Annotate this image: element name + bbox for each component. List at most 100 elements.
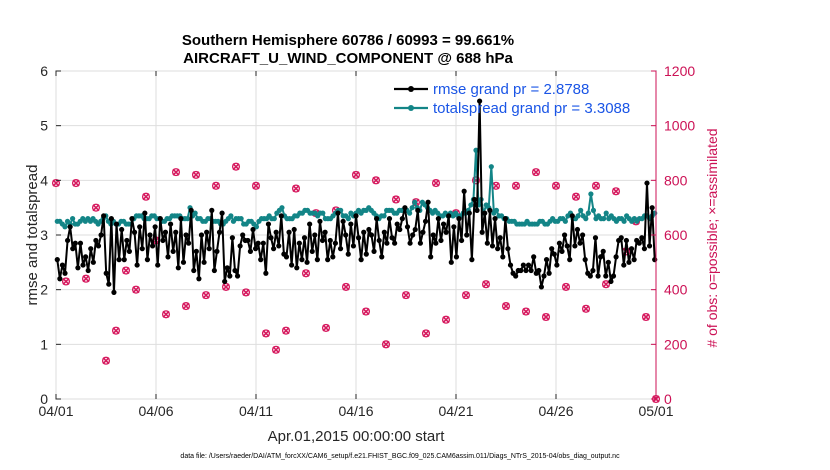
rmse-point [525,262,532,268]
rmse-point [273,229,279,235]
obs-possible-marker [101,356,111,365]
rmse-point [180,259,187,265]
totalspread-point [621,218,627,224]
rmse-point [95,243,102,249]
rmse-point [592,235,599,241]
y2-tick-label: 1200 [664,63,695,79]
x-tick-label: 04/21 [438,403,473,419]
obs-possible-marker [121,266,131,275]
obs-possible-marker [301,269,311,278]
obs-assimilated-marker [402,291,410,299]
rmse-point [435,216,441,222]
rmse-point [464,232,470,238]
obs-assimilated-marker [502,302,510,310]
obs-assimilated-marker [232,163,240,171]
obs-assimilated-marker [52,179,60,187]
obs-marker [221,282,231,291]
rmse-point [85,267,91,274]
obs-marker [191,170,201,179]
obs-assimilated-marker [582,305,590,313]
obs-possible-marker [141,192,151,201]
totalspread-point [473,147,479,153]
obs-possible-marker [551,181,561,190]
rmse-point [646,243,653,249]
rmse-point [286,229,292,235]
totalspread-point [578,207,584,213]
obs-marker [381,340,391,349]
obs-marker [611,187,621,196]
legend: rmse grand pr = 2.8788 totalspread grand… [394,81,630,117]
obs-marker [511,181,521,190]
totalspread-point [583,216,589,222]
rmse-point [93,237,99,244]
rmse-point [111,289,117,295]
rmse-point [188,207,194,213]
legend-spread-marker [408,105,414,111]
totalspread-point [562,218,568,224]
rmse-point [343,232,349,238]
obs-possible-marker [471,176,481,185]
obs-marker [51,179,61,188]
obs-assimilated-marker [532,168,540,176]
rmse-point [561,232,568,238]
rmse-point [278,213,284,219]
rmse-point [366,226,372,233]
rmse-point [443,229,449,235]
x-tick-label: 05/01 [638,403,673,419]
legend-rmse-label: rmse grand pr = 2.8788 [433,81,589,98]
rmse-point [240,232,246,238]
obs-assimilated-marker [592,182,600,190]
rmse-point [608,278,614,285]
obs-assimilated-marker [242,288,250,296]
obs-possible-marker [461,291,471,300]
rmse-point [178,216,184,222]
y-tick-label: 5 [40,118,48,134]
obs-marker [351,170,361,179]
rmse-point [348,221,354,227]
rmse-point [631,257,637,263]
rmse-point [314,257,320,263]
rmse-point [142,210,148,216]
rmse-point [505,246,511,252]
obs-assimilated-marker [522,307,530,316]
y-tick-label: 3 [40,227,48,243]
obs-marker [371,176,381,185]
rmse-point [268,235,274,241]
y2-tick-label: 800 [664,172,688,188]
rmse-point [340,218,346,224]
rmse-point [83,254,89,260]
obs-possible-marker [401,291,411,300]
rmse-point [209,207,215,213]
obs-assimilated-marker [562,283,570,291]
rmse-point [186,240,192,246]
rmse-point [139,246,145,252]
rmse-point [523,267,529,274]
totalspread-point [493,207,500,213]
rmse-point [652,257,658,263]
obs-marker [361,307,371,316]
rmse-point [131,229,138,235]
obs-possible-marker [231,162,241,171]
obs-assimilated-marker [72,179,80,187]
obs-assimilated-marker [642,313,650,321]
y-axis-label: rmse and totalspread [24,165,41,306]
rmse-point [206,246,212,252]
obs-assimilated-marker [192,171,200,179]
obs-possible-marker [391,195,401,204]
obs-assimilated-marker [392,195,400,204]
obs-possible-marker [81,274,91,283]
rmse-point [88,246,94,252]
rmse-point [451,224,457,230]
obs-assimilated-marker [302,269,310,277]
rmse-point [299,257,305,263]
obs-possible-marker [51,179,61,188]
rmse-point [469,257,475,263]
rmse-point [263,270,269,276]
rmse-point [304,259,310,265]
obs-assimilated-marker [362,307,370,316]
rmse-point [556,240,563,246]
rmse-point [330,254,336,260]
rmse-point [325,257,331,263]
rmse-point [276,243,282,249]
rmse-point [497,235,503,241]
